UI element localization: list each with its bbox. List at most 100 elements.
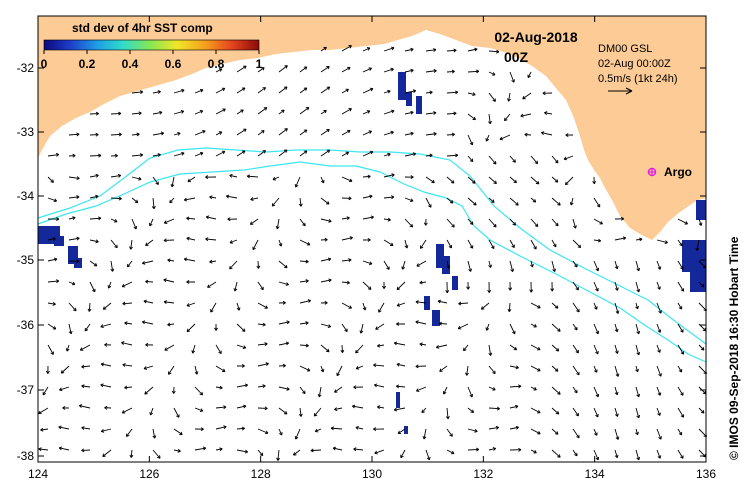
- current-arrow: [173, 110, 184, 115]
- current-arrow-head: [272, 176, 277, 181]
- current-arrow-head: [134, 199, 139, 204]
- current-arrow-head: [412, 89, 417, 94]
- x-tick-label: 124: [28, 467, 48, 481]
- model-name: DM00 GSL: [598, 43, 652, 55]
- current-arrow-head: [592, 180, 597, 185]
- current-arrow-head: [400, 454, 404, 459]
- current-arrow-head: [298, 413, 303, 417]
- credit-text: © IMOS 09-Sep-2018 16:30 Hobart Time: [727, 236, 741, 460]
- current-arrow-head: [433, 132, 437, 136]
- current-arrow: [102, 302, 112, 310]
- current-arrow-head: [264, 430, 269, 435]
- current-arrow: [299, 365, 311, 372]
- current-arrow-head: [557, 328, 561, 332]
- current-arrow-head: [199, 151, 204, 156]
- current-arrow: [488, 155, 497, 165]
- argo-label: Argo: [664, 165, 692, 179]
- current-arrow: [446, 112, 457, 115]
- current-arrow-head: [445, 415, 450, 420]
- current-arrow-head: [391, 109, 395, 114]
- current-arrow-head: [114, 153, 118, 158]
- current-arrow-head: [367, 286, 372, 290]
- current-arrow: [383, 174, 395, 178]
- current-arrow-head: [149, 222, 153, 227]
- current-arrow: [446, 428, 453, 437]
- current-arrow-head: [199, 391, 204, 396]
- current-arrow-head: [327, 257, 332, 262]
- current-arrow: [84, 323, 91, 332]
- current-arrow: [110, 112, 121, 115]
- current-arrow: [488, 447, 496, 451]
- current-arrow-head: [261, 130, 265, 134]
- current-arrow-head: [433, 111, 437, 115]
- current-arrow: [415, 321, 427, 325]
- current-arrow-head: [58, 446, 63, 451]
- current-arrow-head: [139, 90, 144, 95]
- current-arrow: [173, 428, 183, 436]
- current-arrow-head: [171, 390, 176, 394]
- current-arrow: [551, 428, 559, 435]
- current-arrow-head: [176, 414, 180, 418]
- current-arrow-head: [345, 88, 349, 93]
- current-arrow-head: [595, 393, 600, 398]
- current-arrow: [467, 176, 476, 184]
- current-arrow: [150, 407, 154, 416]
- current-arrow: [278, 86, 288, 94]
- current-arrow-head: [186, 328, 191, 333]
- current-arrow: [436, 344, 448, 348]
- current-arrow-head: [370, 215, 374, 220]
- current-arrow-head: [205, 237, 209, 242]
- current-arrow: [397, 428, 406, 434]
- current-arrow: [68, 176, 80, 179]
- current-arrow-head: [700, 283, 705, 288]
- current-arrow-head: [563, 156, 568, 161]
- current-arrow-head: [332, 446, 337, 451]
- current-arrow-head: [152, 435, 157, 439]
- current-arrow-head: [149, 412, 154, 416]
- current-arrow-head: [262, 150, 266, 154]
- current-arrow-head: [393, 407, 398, 412]
- current-arrow: [677, 428, 683, 436]
- current-arrow-head: [330, 426, 334, 431]
- current-arrow-head: [377, 405, 381, 410]
- current-arrow: [252, 239, 259, 250]
- current-arrow-head: [183, 257, 188, 262]
- current-arrow-head: [209, 259, 213, 264]
- current-arrow: [593, 281, 599, 292]
- current-arrow: [236, 384, 248, 388]
- current-arrow-head: [155, 181, 159, 185]
- current-arrow: [362, 47, 371, 52]
- current-arrow: [257, 260, 259, 269]
- current-arrow: [257, 343, 268, 346]
- current-arrow: [257, 302, 268, 309]
- current-arrow: [184, 197, 196, 201]
- current-arrow-head: [423, 222, 428, 226]
- current-arrow: [677, 260, 684, 270]
- current-arrow-head: [262, 384, 266, 389]
- current-arrow-head: [537, 305, 541, 309]
- current-arrow: [593, 260, 599, 272]
- current-arrow-head: [348, 196, 352, 201]
- current-arrow-head: [302, 222, 306, 227]
- current-arrow-head: [58, 425, 62, 430]
- current-arrow-head: [320, 179, 325, 184]
- current-arrow-head: [495, 425, 499, 430]
- current-arrow-head: [256, 265, 261, 269]
- current-arrow-head: [324, 237, 328, 242]
- current-arrow-head: [622, 236, 627, 241]
- current-arrow-head: [491, 245, 495, 250]
- current-arrow: [173, 89, 185, 94]
- current-arrow: [467, 92, 476, 96]
- current-arrow-head: [59, 387, 63, 392]
- current-arrow: [215, 87, 226, 94]
- current-arrow: [173, 407, 180, 418]
- current-arrow: [383, 153, 391, 157]
- current-arrow: [383, 90, 391, 94]
- current-arrow-head: [121, 410, 126, 414]
- current-arrow-head: [658, 436, 662, 440]
- current-arrow-head: [508, 287, 513, 291]
- current-arrow: [563, 155, 574, 160]
- current-arrow: [278, 128, 288, 136]
- current-arrow-head: [664, 240, 668, 245]
- current-arrow-head: [552, 268, 557, 272]
